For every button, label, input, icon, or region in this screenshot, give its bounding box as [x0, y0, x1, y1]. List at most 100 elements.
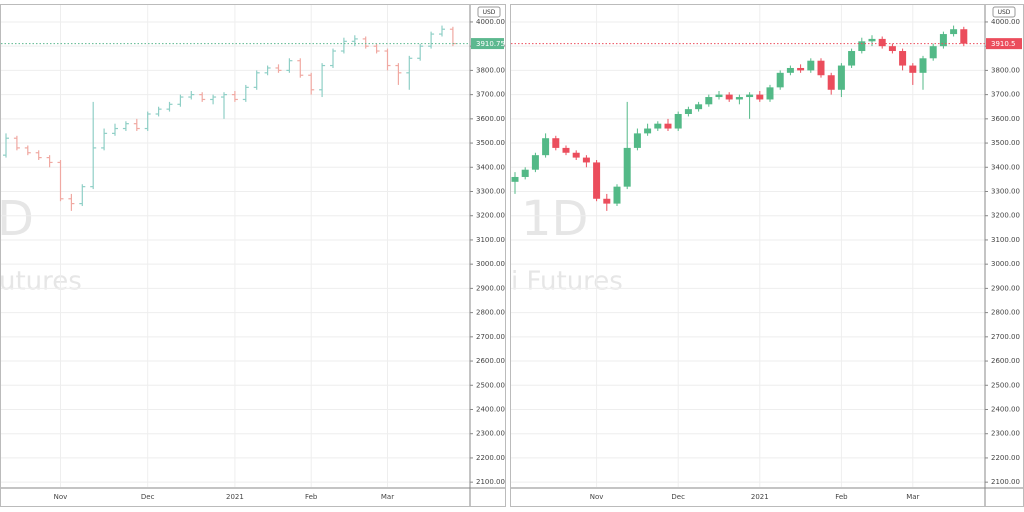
- candle-body: [807, 60, 815, 71]
- y-tick-label: 3600.00: [476, 115, 505, 123]
- candle-body: [725, 94, 733, 100]
- y-tick-label: 3800.00: [476, 66, 505, 74]
- x-tick-label: Feb: [835, 493, 848, 501]
- y-tick-label: 2400.00: [476, 405, 505, 413]
- candle-body: [735, 97, 743, 100]
- candle-body: [827, 75, 835, 90]
- candle-body: [623, 147, 631, 187]
- y-tick-label: 2600.00: [476, 357, 505, 365]
- y-tick-label: 2200.00: [991, 454, 1020, 462]
- y-tick-label: 2500.00: [476, 381, 505, 389]
- y-tick-label: 2700.00: [991, 333, 1020, 341]
- candle-body: [613, 186, 621, 204]
- y-tick-label: 3400.00: [476, 163, 505, 171]
- last-price-label: 3910.75: [476, 40, 505, 48]
- currency-label: USD: [998, 9, 1011, 16]
- y-tick-label: 3800.00: [991, 66, 1020, 74]
- candle-body: [674, 113, 682, 129]
- candle-body: [786, 67, 794, 73]
- x-tick-label: Dec: [671, 493, 685, 501]
- y-tick-label: 4000.00: [991, 18, 1020, 26]
- y-tick-label: 2300.00: [991, 430, 1020, 438]
- y-tick-label: 3300.00: [476, 188, 505, 196]
- candle-body: [756, 94, 764, 100]
- last-price-box: [471, 38, 504, 50]
- candle-body: [644, 128, 652, 134]
- y-tick-label: 3100.00: [476, 236, 505, 244]
- candle-body: [593, 162, 601, 199]
- y-tick-label: 2500.00: [991, 381, 1020, 389]
- y-tick-label: 3500.00: [476, 139, 505, 147]
- plot-area: 1D i Futures: [511, 5, 985, 487]
- candle-body: [868, 38, 876, 42]
- y-tick-label: 3700.00: [991, 91, 1020, 99]
- currency-label: USD: [483, 9, 496, 16]
- y-tick-label: 3100.00: [991, 236, 1020, 244]
- candle-body: [919, 58, 927, 73]
- candle-body: [929, 46, 937, 59]
- candle-body: [848, 51, 856, 66]
- candle-body: [633, 133, 641, 148]
- candle-body: [572, 152, 580, 158]
- candle-body: [664, 123, 672, 129]
- x-tick-label: Nov: [590, 493, 604, 501]
- watermark: 1D: [521, 191, 589, 247]
- candle-body: [562, 147, 570, 153]
- y-tick-label: 2700.00: [476, 333, 505, 341]
- candle-body: [705, 97, 713, 105]
- candle-body: [960, 29, 968, 44]
- y-tick-label: 3400.00: [991, 163, 1020, 171]
- candle-body: [939, 34, 947, 47]
- y-tick-label: 2800.00: [476, 309, 505, 317]
- candle-body: [899, 51, 907, 66]
- y-tick-label: 3200.00: [991, 212, 1020, 220]
- candle-body: [552, 138, 560, 148]
- y-tick-label: 2200.00: [476, 454, 505, 462]
- x-tick-label: Feb: [305, 493, 318, 501]
- candle-body: [654, 123, 662, 129]
- candle-body: [531, 155, 539, 170]
- y-tick-label: 2800.00: [991, 309, 1020, 317]
- candle-body: [858, 41, 866, 52]
- last-price-box: [986, 38, 1022, 50]
- candle-body: [909, 65, 917, 73]
- y-tick-label: 2600.00: [991, 357, 1020, 365]
- candle-body: [582, 157, 590, 163]
- left-panel-border: [0, 4, 506, 507]
- y-tick-label: 3600.00: [991, 115, 1020, 123]
- candle-body: [776, 72, 784, 88]
- candle-body: [888, 46, 896, 52]
- x-tick-label: 2021: [226, 493, 244, 501]
- y-tick-label: 3700.00: [476, 91, 505, 99]
- candle-body: [542, 138, 550, 156]
- candle-body: [950, 29, 958, 35]
- y-tick-label: 2400.00: [991, 405, 1020, 413]
- candle-body: [837, 65, 845, 90]
- candle-body: [511, 176, 519, 182]
- candle-body: [603, 198, 611, 204]
- y-tick-label: 3500.00: [991, 139, 1020, 147]
- x-tick-label: 2021: [751, 493, 769, 501]
- candle-body: [817, 60, 825, 76]
- y-tick-label: 3300.00: [991, 188, 1020, 196]
- candle-body: [695, 104, 703, 110]
- x-tick-label: Mar: [906, 493, 919, 501]
- x-tick-label: Mar: [381, 493, 394, 501]
- y-tick-label: 3200.00: [476, 212, 505, 220]
- candle-body: [797, 67, 805, 71]
- watermark: D: [0, 191, 34, 247]
- y-tick-label: 2100.00: [991, 478, 1020, 486]
- y-tick-label: 3000.00: [991, 260, 1020, 268]
- candle-body: [684, 109, 692, 114]
- candle-body: [746, 94, 754, 98]
- y-tick-label: 3000.00: [476, 260, 505, 268]
- y-tick-label: 2300.00: [476, 430, 505, 438]
- y-tick-label: 2900.00: [991, 284, 1020, 292]
- y-tick-label: 2900.00: [476, 284, 505, 292]
- candle-body: [878, 38, 886, 47]
- currency-box: [477, 6, 501, 18]
- candle-body: [766, 87, 774, 100]
